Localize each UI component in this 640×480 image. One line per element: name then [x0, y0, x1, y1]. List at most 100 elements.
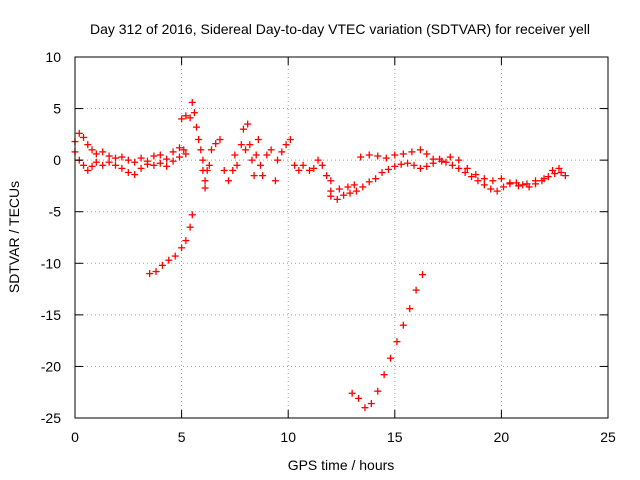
data-point — [455, 164, 463, 172]
data-point — [410, 161, 418, 169]
data-point — [267, 146, 275, 154]
data-point — [327, 177, 335, 185]
data-point — [387, 354, 395, 362]
data-point — [423, 150, 431, 158]
data-point — [384, 165, 392, 173]
data-point — [399, 321, 407, 329]
x-tick-label: 20 — [494, 429, 510, 445]
data-point — [105, 152, 113, 160]
data-point — [199, 156, 207, 164]
data-point — [231, 151, 239, 159]
data-point — [468, 173, 476, 181]
data-point — [118, 164, 126, 172]
data-point — [472, 171, 480, 179]
data-point — [291, 161, 299, 169]
data-point — [225, 177, 233, 185]
data-point — [197, 146, 205, 154]
data-point — [244, 120, 252, 128]
data-point — [233, 161, 241, 169]
data-point — [408, 148, 416, 156]
data-point — [256, 161, 264, 169]
data-point — [190, 109, 198, 117]
data-point — [250, 172, 258, 180]
data-point — [497, 175, 505, 183]
data-point — [216, 136, 224, 144]
data-point — [404, 159, 412, 167]
data-point — [84, 166, 92, 174]
data-point — [493, 187, 501, 195]
data-point — [263, 151, 271, 159]
data-point — [333, 195, 341, 203]
data-point — [299, 161, 307, 169]
data-point — [124, 169, 132, 177]
data-point — [99, 148, 107, 156]
data-point — [310, 164, 318, 172]
data-points — [71, 98, 569, 412]
data-point — [182, 237, 190, 245]
data-point — [380, 371, 388, 379]
data-point — [480, 175, 488, 183]
data-point — [335, 185, 343, 193]
y-tick-label: -10 — [41, 255, 61, 271]
data-point — [186, 223, 194, 231]
data-point — [480, 181, 488, 189]
data-point — [549, 166, 557, 174]
data-point — [84, 141, 92, 149]
data-point — [544, 173, 552, 181]
data-point — [88, 162, 96, 170]
data-point — [357, 153, 365, 161]
data-point — [429, 155, 437, 163]
data-point — [416, 146, 424, 154]
data-point — [248, 156, 256, 164]
data-point — [118, 153, 126, 161]
data-point — [205, 161, 213, 169]
axis-ticks: 0 5 10 15 20 25 -25 -20 -15 -10 -5 0 5 10 — [41, 49, 616, 445]
data-point — [514, 182, 522, 190]
data-point — [506, 179, 514, 187]
data-point — [254, 136, 262, 144]
data-point — [212, 140, 220, 148]
data-point — [359, 183, 367, 191]
data-point — [175, 144, 183, 152]
data-point — [352, 187, 360, 195]
data-point — [186, 114, 194, 122]
y-tick-label: -15 — [41, 307, 61, 323]
data-point — [406, 305, 414, 313]
data-point — [156, 159, 164, 167]
x-axis-label: GPS time / hours — [288, 457, 395, 473]
data-point — [80, 161, 88, 169]
data-point — [158, 261, 166, 269]
x-tick-label: 10 — [280, 429, 296, 445]
data-point — [112, 161, 120, 169]
data-point — [193, 123, 201, 131]
data-point — [92, 158, 100, 166]
data-point — [555, 164, 563, 172]
data-point — [397, 160, 405, 168]
data-point — [393, 338, 401, 346]
data-point — [355, 394, 363, 402]
data-point — [532, 177, 540, 185]
y-tick-label: 0 — [53, 152, 61, 168]
data-point — [220, 166, 228, 174]
data-point — [150, 152, 158, 160]
data-point — [188, 98, 196, 106]
y-tick-label: 5 — [53, 101, 61, 117]
data-point — [487, 185, 495, 193]
data-point — [182, 112, 190, 120]
data-point — [252, 151, 260, 159]
data-point — [423, 162, 431, 170]
data-point — [361, 404, 369, 412]
data-point — [365, 151, 373, 159]
data-point — [207, 146, 215, 154]
data-point — [75, 129, 83, 137]
data-point — [180, 146, 188, 154]
data-point — [246, 141, 254, 149]
data-point — [463, 164, 471, 172]
plot-frame — [74, 56, 609, 419]
data-point — [557, 169, 565, 177]
data-point — [242, 146, 250, 154]
data-point — [489, 177, 497, 185]
grid — [75, 57, 608, 418]
data-point — [92, 150, 100, 158]
